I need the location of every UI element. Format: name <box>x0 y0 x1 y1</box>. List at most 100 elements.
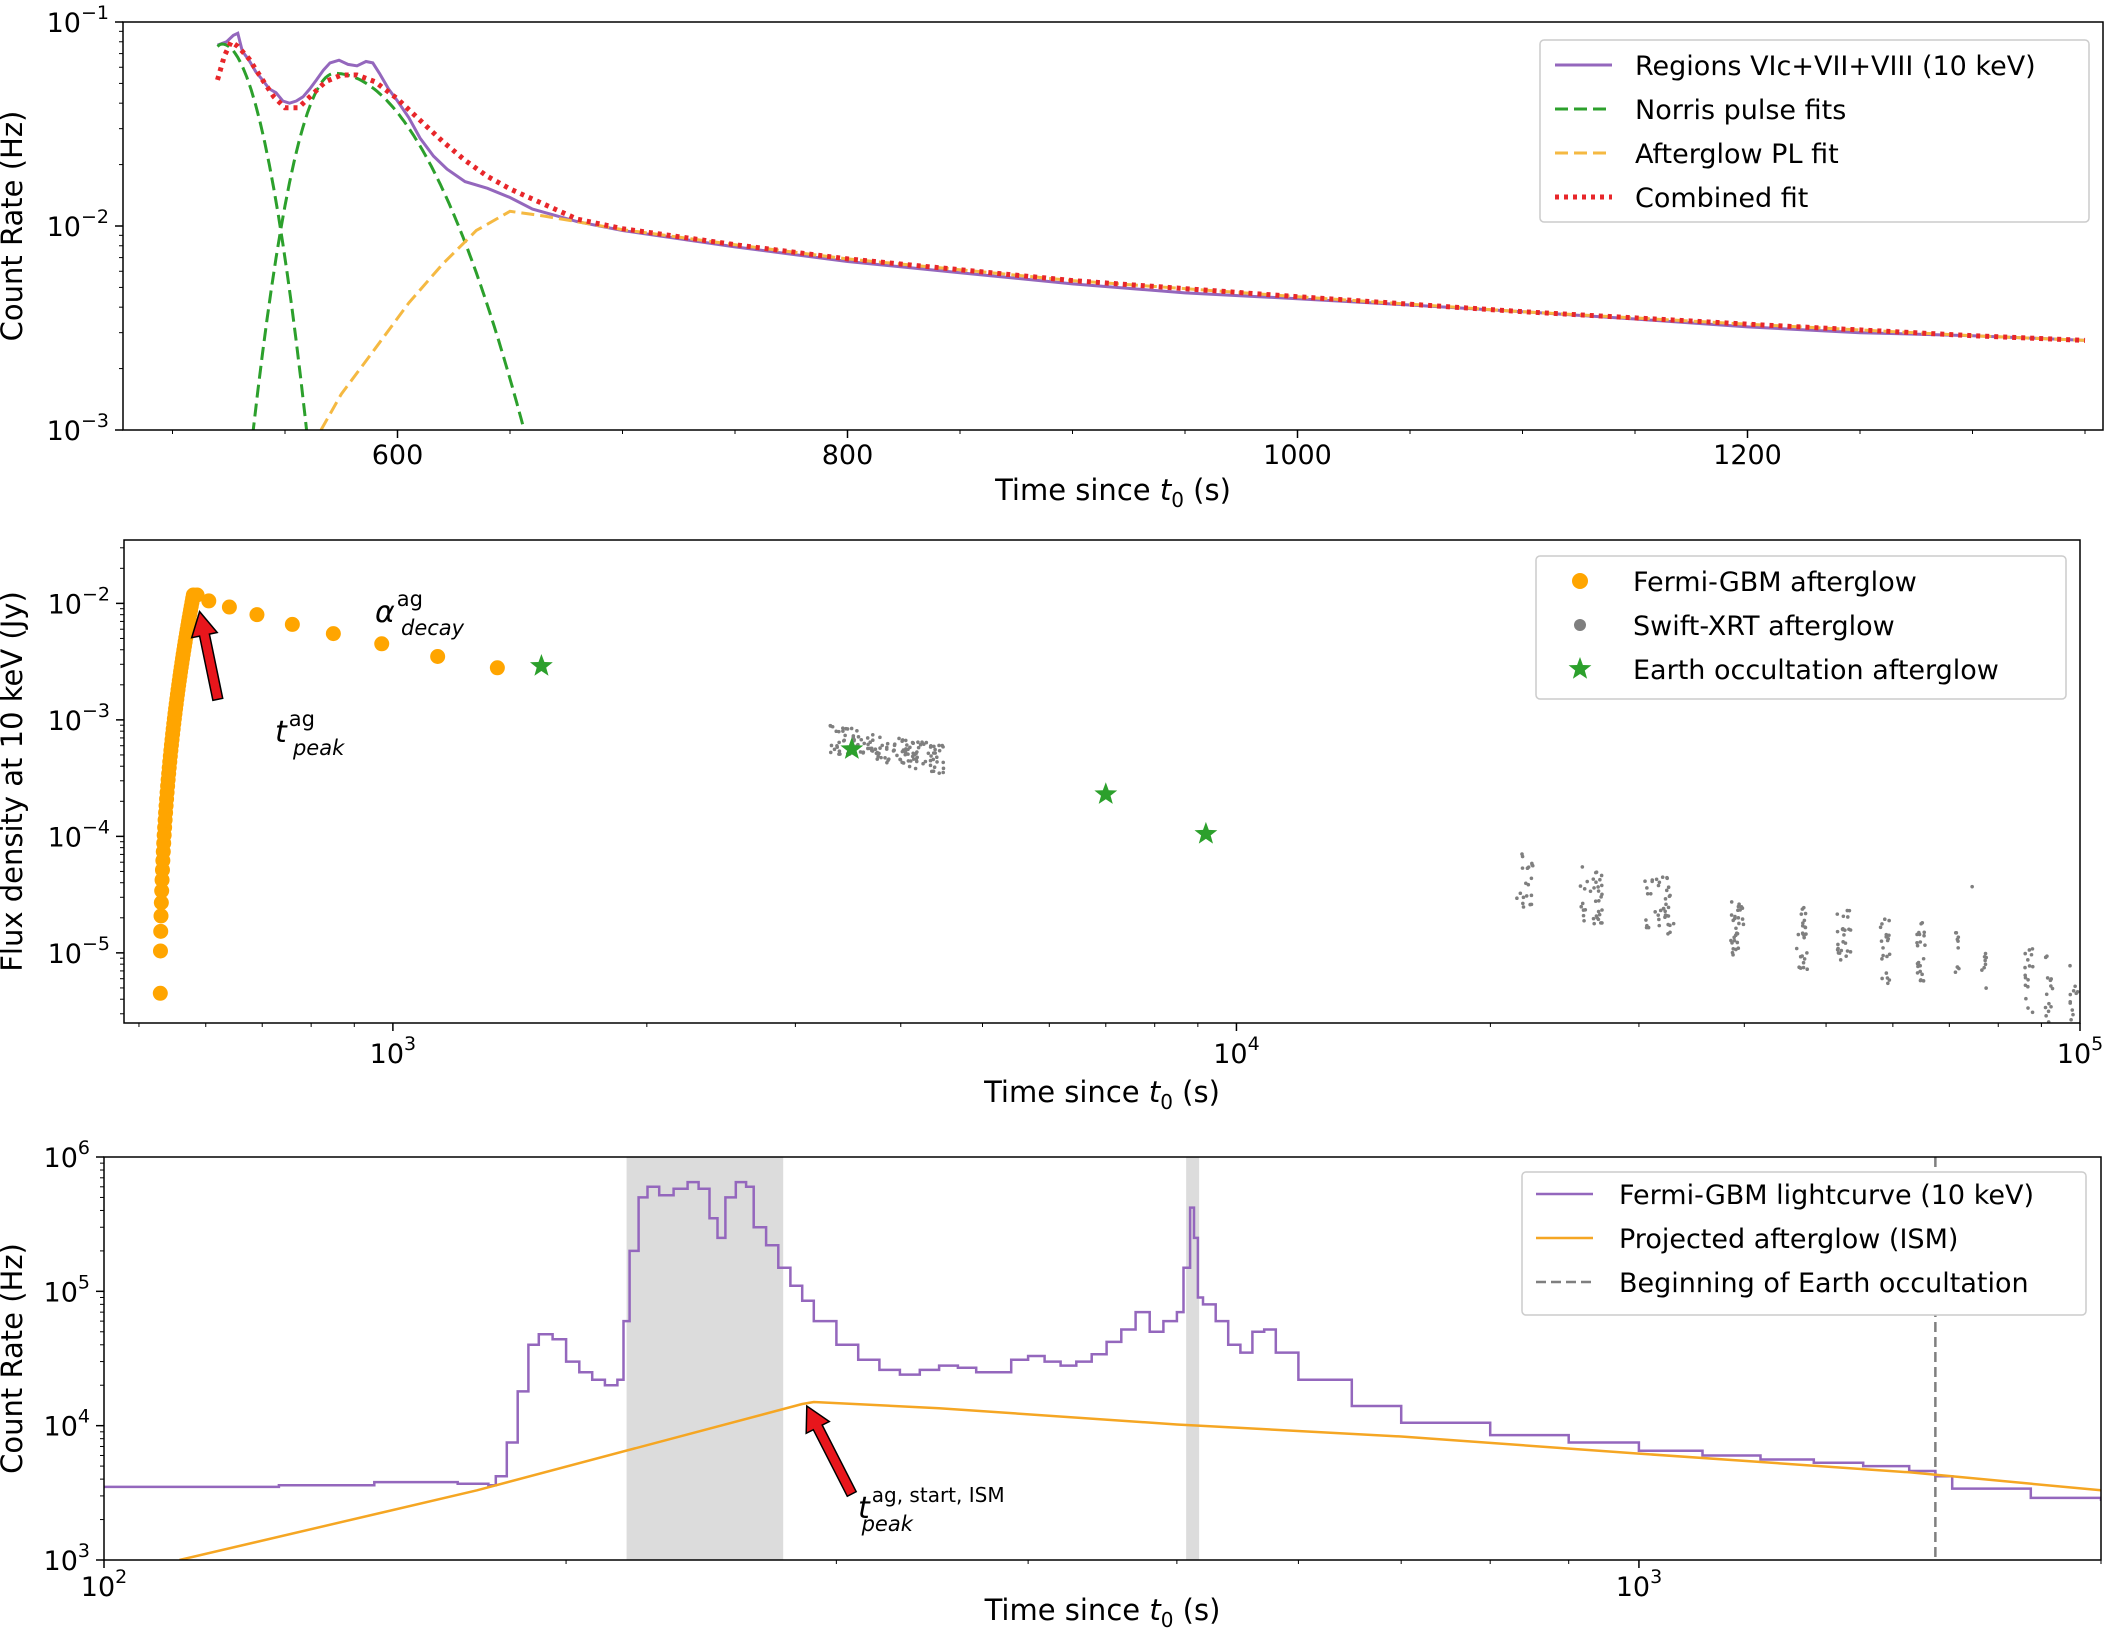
data-point <box>1666 905 1671 910</box>
data-point <box>1660 875 1665 879</box>
series-3 <box>530 654 1218 844</box>
y-tick-label: 10−1 <box>47 2 109 39</box>
data-point <box>2047 1001 2051 1006</box>
data-point <box>913 766 918 771</box>
data-point <box>868 740 873 745</box>
data-point <box>1956 935 1961 939</box>
data-point <box>1982 965 1986 970</box>
data-point <box>2023 973 2027 978</box>
data-point <box>858 750 863 754</box>
plot-area <box>215 31 2086 430</box>
data-point <box>1799 912 1804 916</box>
data-point <box>1885 938 1890 943</box>
data-point <box>841 726 845 730</box>
data-point <box>1802 918 1807 923</box>
data-point <box>1984 986 1988 990</box>
tpeak-annotation: tag peak <box>275 707 345 760</box>
data-point <box>829 743 834 748</box>
data-point <box>2026 984 2030 989</box>
data-point <box>941 760 946 765</box>
data-point <box>1596 889 1601 893</box>
data-point <box>1654 877 1659 882</box>
tpeak-arrow <box>190 610 224 702</box>
data-point <box>1732 938 1737 943</box>
data-point <box>1645 886 1649 890</box>
data-point <box>1579 904 1584 909</box>
data-point <box>1592 886 1596 890</box>
data-point <box>906 759 911 763</box>
data-point <box>1845 949 1850 953</box>
data-point <box>2068 992 2073 997</box>
data-point <box>837 740 841 745</box>
data-point <box>1596 917 1601 922</box>
data-point <box>1666 914 1671 918</box>
data-point <box>935 760 939 764</box>
data-point <box>931 757 936 762</box>
data-point <box>1885 976 1890 980</box>
data-point <box>1520 852 1524 856</box>
data-point <box>1591 877 1596 881</box>
data-point <box>903 738 908 743</box>
data-point <box>1663 909 1667 914</box>
axes-frame <box>123 539 2081 1024</box>
data-point <box>1580 901 1585 906</box>
y-axis-label: Count Rate (Hz) <box>0 1243 29 1474</box>
data-point <box>1600 921 1604 925</box>
data-point <box>2026 1006 2030 1010</box>
data-point <box>1663 913 1668 917</box>
data-point <box>1735 940 1740 945</box>
data-point <box>1656 913 1661 917</box>
data-point <box>1599 873 1604 878</box>
data-point <box>1529 902 1534 907</box>
data-point <box>1733 914 1737 919</box>
data-point <box>1596 885 1600 889</box>
legend-label: Swift-XRT afterglow <box>1633 611 1895 642</box>
data-point <box>931 751 936 755</box>
data-point <box>1585 879 1590 884</box>
data-point <box>1734 947 1738 952</box>
data-point <box>1645 891 1650 896</box>
data-point <box>1915 940 1919 945</box>
data-point <box>1884 935 1889 939</box>
data-point <box>1643 879 1647 884</box>
data-point <box>2068 963 2072 968</box>
data-point <box>1521 905 1526 909</box>
data-point <box>1842 933 1846 937</box>
data-point <box>891 749 896 753</box>
data-point <box>1800 924 1805 928</box>
data-point <box>1671 921 1676 926</box>
y-tick-label: 10−3 <box>48 700 110 737</box>
data-point <box>2043 1005 2048 1010</box>
data-point <box>1578 884 1583 888</box>
data-point <box>154 883 170 899</box>
data-point <box>1920 972 1924 977</box>
data-point <box>892 742 897 746</box>
data-point <box>2070 1008 2075 1012</box>
data-point <box>1661 906 1666 911</box>
data-point <box>2049 977 2054 981</box>
legend-label: Earth occultation afterglow <box>1633 655 1999 686</box>
data-point <box>1843 941 1848 945</box>
data-point <box>2071 1012 2075 1017</box>
data-point <box>916 745 921 750</box>
data-point <box>2071 989 2076 993</box>
data-point <box>1885 954 1889 959</box>
x-tick-label: 1000 <box>1263 440 1332 471</box>
data-point <box>828 750 833 755</box>
data-point <box>1737 921 1741 926</box>
data-point <box>862 741 867 746</box>
data-point <box>1582 887 1587 891</box>
data-point <box>1740 917 1745 921</box>
data-point <box>153 895 169 911</box>
data-point <box>1664 902 1668 907</box>
data-point <box>1594 870 1599 875</box>
data-point <box>1596 909 1601 914</box>
data-point <box>837 749 842 753</box>
y-tick-label: 103 <box>44 1540 90 1577</box>
data-point <box>849 726 854 731</box>
data-point <box>489 660 505 676</box>
data-point <box>1880 976 1884 981</box>
data-point <box>1840 927 1845 931</box>
data-point <box>937 743 941 748</box>
